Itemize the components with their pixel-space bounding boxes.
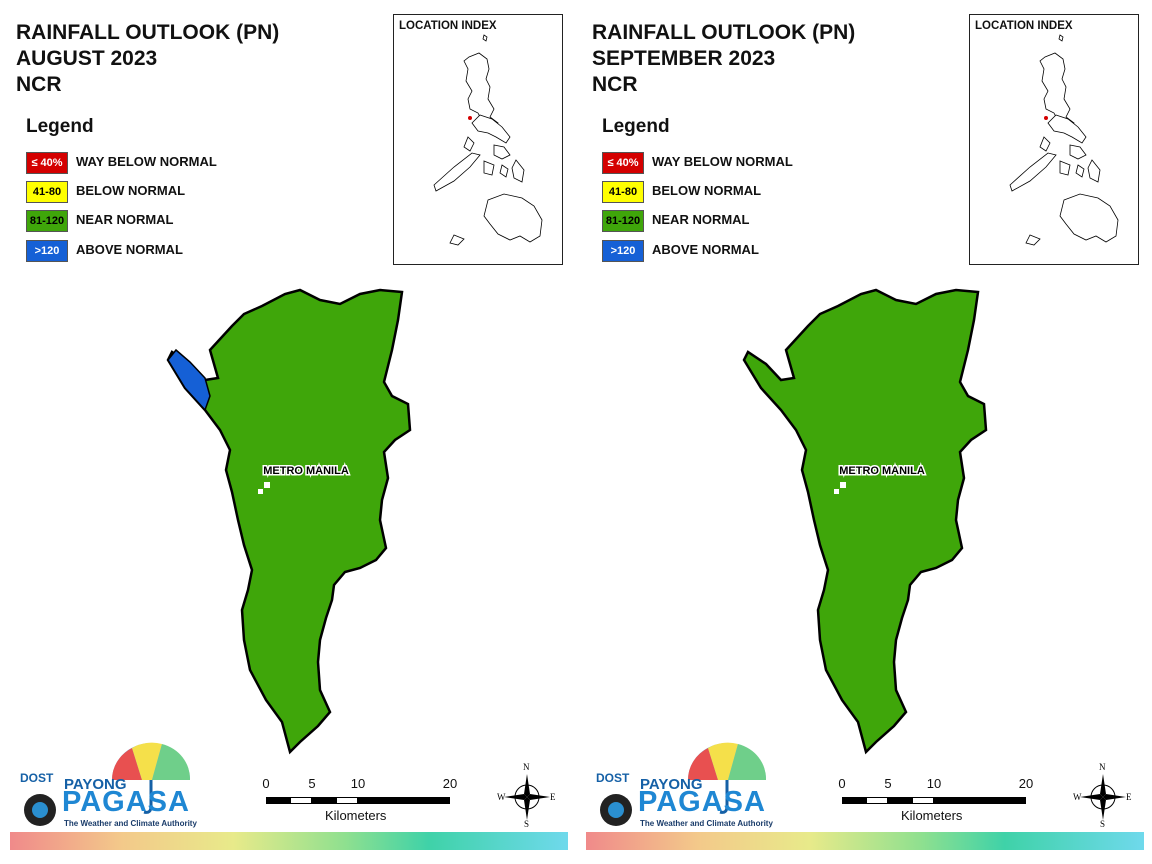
- region-label: METRO MANILA: [263, 465, 349, 477]
- legend-swatch: >120: [602, 240, 644, 262]
- outlook-panel-september: RAINFALL OUTLOOK (PN) SEPTEMBER 2023 NCR…: [576, 0, 1152, 864]
- outlook-panel-august: RAINFALL OUTLOOK (PN) AUGUST 2023 NCR Le…: [10, 14, 568, 850]
- compass-w: W: [1073, 792, 1082, 802]
- scale-tick: 10: [926, 776, 942, 791]
- legend-swatch: >120: [26, 240, 68, 262]
- ncr-region-near-normal: [166, 288, 412, 755]
- compass-n: N: [523, 762, 530, 772]
- scale-bar: 0 5 10 20 Kilometers: [836, 776, 1036, 826]
- title-line-3: NCR: [16, 73, 62, 96]
- compass-w: W: [497, 792, 506, 802]
- payong-label: PAYONG: [640, 776, 703, 793]
- dost-label: DOST: [20, 771, 54, 785]
- philippines-index-map: [1009, 34, 1119, 246]
- map-title: RAINFALL OUTLOOK (PN) SEPTEMBER 2023 NCR: [592, 20, 855, 98]
- footer-color-strip: [586, 832, 1144, 850]
- scale-tick: 0: [838, 776, 846, 791]
- legend-title: Legend: [602, 116, 670, 137]
- compass-s: S: [524, 819, 530, 829]
- scale-tick: 20: [1018, 776, 1034, 791]
- title-line-3: NCR: [592, 73, 638, 96]
- philippines-index-map: [433, 34, 543, 246]
- title-line-2: SEPTEMBER 2023: [592, 47, 776, 70]
- footer-color-strip: [10, 832, 568, 850]
- legend-label: ABOVE NORMAL: [76, 242, 183, 257]
- legend-label: BELOW NORMAL: [652, 183, 762, 198]
- legend-swatch: 81-120: [602, 210, 644, 232]
- compass-e: E: [1126, 792, 1132, 802]
- legend-swatch: 81-120: [26, 210, 68, 232]
- pagasa-label: PAGASA: [62, 786, 190, 818]
- compass-e: E: [550, 792, 556, 802]
- ncr-map: METRO MANILA: [742, 288, 988, 755]
- title-line-1: RAINFALL OUTLOOK (PN): [592, 21, 856, 44]
- scale-unit: Kilometers: [901, 808, 963, 823]
- region-label: METRO MANILA: [839, 465, 925, 477]
- legend-label: NEAR NORMAL: [652, 212, 750, 227]
- scale-unit: Kilometers: [325, 808, 387, 823]
- legend-title: Legend: [26, 116, 94, 137]
- payong-pagasa-logo: DOST PAYONG PAGASA The Weather and Clima…: [590, 740, 773, 832]
- scale-tick: 5: [884, 776, 892, 791]
- scale-tick: 5: [308, 776, 316, 791]
- ncr-northwest-above-normal: [167, 348, 211, 412]
- legend-swatch: 41-80: [602, 181, 644, 203]
- payong-pagasa-logo: DOST PAYONG PAGASA The Weather and Clima…: [14, 740, 197, 832]
- legend-label: WAY BELOW NORMAL: [652, 154, 793, 169]
- scale-tick: 10: [350, 776, 366, 791]
- legend-label: ABOVE NORMAL: [652, 242, 759, 257]
- compass-n: N: [1099, 762, 1106, 772]
- title-line-2: AUGUST 2023: [16, 47, 158, 70]
- legend-swatch: ≤ 40%: [602, 152, 644, 174]
- index-title: LOCATION INDEX: [399, 20, 497, 32]
- scale-bar: 0 5 10 20 Kilometers: [260, 776, 460, 826]
- location-index-inset: LOCATION INDEX: [969, 14, 1139, 265]
- ncr-region-near-normal: [742, 288, 988, 755]
- map-title: RAINFALL OUTLOOK (PN) AUGUST 2023 NCR: [16, 20, 279, 98]
- payong-label: PAYONG: [64, 776, 127, 793]
- dost-label: DOST: [596, 771, 630, 785]
- legend-label: WAY BELOW NORMAL: [76, 154, 217, 169]
- ncr-map: METRO MANILA: [166, 288, 412, 755]
- north-arrow-compass: N S E W: [1072, 762, 1134, 830]
- location-index-inset: LOCATION INDEX: [393, 14, 563, 265]
- compass-s: S: [1100, 819, 1106, 829]
- legend-swatch: 41-80: [26, 181, 68, 203]
- scale-tick: 0: [262, 776, 270, 791]
- title-line-1: RAINFALL OUTLOOK (PN): [16, 21, 280, 44]
- scale-tick: 20: [442, 776, 458, 791]
- tagline: The Weather and Climate Authority: [64, 819, 197, 828]
- legend-swatch: ≤ 40%: [26, 152, 68, 174]
- legend-label: NEAR NORMAL: [76, 212, 174, 227]
- north-arrow-compass: N S E W: [496, 762, 558, 830]
- legend-label: BELOW NORMAL: [76, 183, 186, 198]
- index-title: LOCATION INDEX: [975, 20, 1073, 32]
- tagline: The Weather and Climate Authority: [640, 819, 773, 828]
- pagasa-label: PAGASA: [638, 786, 766, 818]
